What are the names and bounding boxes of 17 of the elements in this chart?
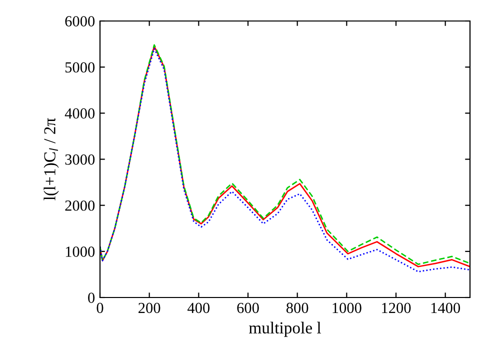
y-axis-title: l(l+1)C$_{l}$ / 2π: [44, 118, 59, 200]
y-tick-label: 2000: [65, 200, 95, 211]
x-tick-label: 1400: [431, 302, 460, 314]
y-tick-label: 4000: [64, 108, 95, 119]
x-tick-label: 800: [286, 302, 308, 314]
y-tick-label: 3000: [65, 154, 95, 165]
x-tick-label: 600: [237, 302, 259, 314]
x-tick-label: 1000: [332, 302, 362, 314]
x-axis-title: multipole l: [249, 322, 322, 337]
y-tick-label: 1000: [66, 246, 95, 257]
y-tick-label: 6000: [65, 16, 95, 26]
x-tick-label: 1200: [382, 302, 411, 314]
y-tick-label: 0: [88, 292, 95, 303]
y-tick-label: 5000: [65, 62, 95, 73]
x-tick-label: 200: [138, 302, 160, 314]
x-tick-label: 0: [96, 302, 104, 314]
x-tick-label: 400: [188, 302, 210, 314]
